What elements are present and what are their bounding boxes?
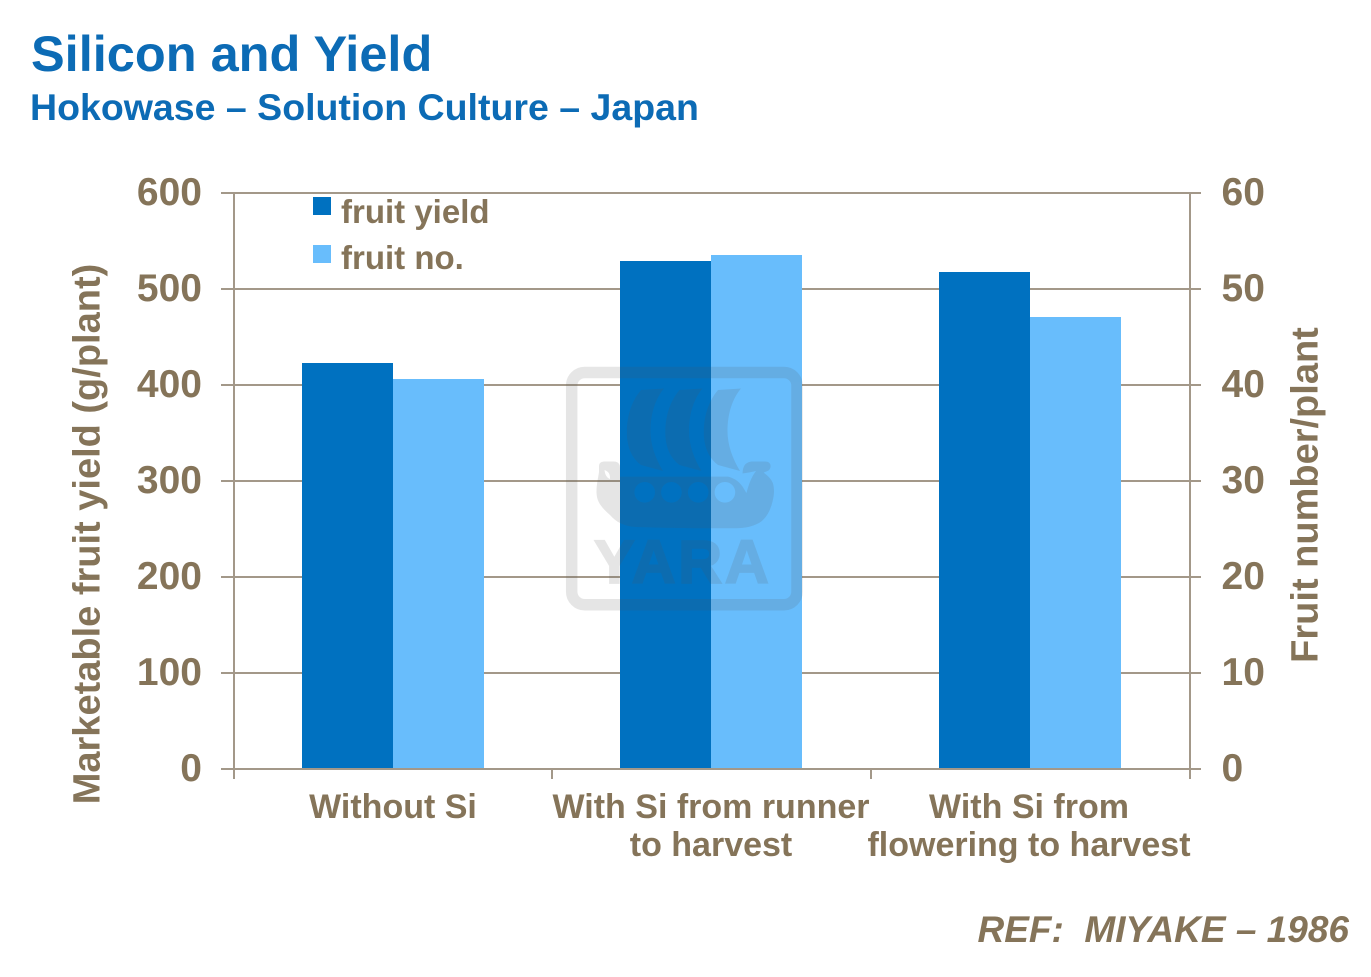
- svg-text:YARA: YARA: [594, 528, 771, 596]
